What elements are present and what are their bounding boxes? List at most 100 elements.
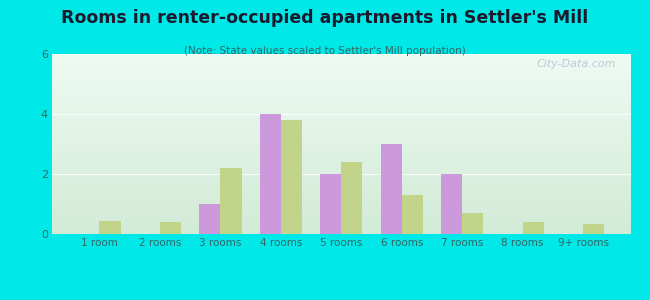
Bar [52,67,630,68]
Bar [52,146,630,147]
Bar [52,95,630,96]
Bar [52,133,630,134]
Bar [220,168,242,234]
Bar [52,167,630,168]
Bar [52,233,630,234]
Bar [52,219,630,220]
Bar [52,117,630,118]
Bar [402,195,423,234]
Bar [52,141,630,142]
Bar [52,212,630,213]
Bar [52,122,630,123]
Bar [52,140,630,141]
Bar [52,139,630,140]
Text: (Note: State values scaled to Settler's Mill population): (Note: State values scaled to Settler's … [184,46,466,56]
Bar [52,77,630,78]
Bar [52,58,630,59]
Bar [52,205,630,206]
Bar [52,210,630,211]
Bar [52,165,630,166]
Bar [52,134,630,135]
Bar [320,174,341,234]
Bar [52,104,630,105]
Bar [52,120,630,121]
Bar [52,196,630,197]
Bar [52,143,630,144]
Bar [52,89,630,90]
Text: Rooms in renter-occupied apartments in Settler's Mill: Rooms in renter-occupied apartments in S… [61,9,589,27]
Bar [52,150,630,151]
Bar [52,56,630,57]
Bar [52,107,630,108]
Bar [52,124,630,125]
Bar [52,162,630,163]
Bar [52,57,630,58]
Bar [52,187,630,188]
Bar [52,55,630,56]
Bar [52,225,630,226]
Bar [52,75,630,76]
Bar [52,109,630,110]
Bar [52,64,630,65]
Bar [52,155,630,156]
Bar [52,129,630,130]
Bar [52,128,630,129]
Bar [52,203,630,204]
Bar [52,87,630,88]
Bar [52,97,630,98]
Bar [52,70,630,71]
Bar [52,182,630,183]
Bar [281,120,302,234]
Bar [52,121,630,122]
Bar [52,116,630,117]
Bar [52,157,630,158]
Bar [52,202,630,203]
Bar [52,136,630,137]
Bar [52,176,630,177]
Bar [52,154,630,155]
Bar [52,175,630,176]
Bar [52,111,630,112]
Bar [52,63,630,64]
Bar [52,85,630,86]
Bar [52,72,630,73]
Bar [52,152,630,153]
Bar [52,142,630,143]
Bar [52,119,630,120]
Bar [52,160,630,161]
Bar [52,191,630,192]
Bar [52,158,630,159]
Bar [52,145,630,146]
Bar [52,90,630,91]
Bar [52,86,630,87]
Bar [52,209,630,210]
Bar [52,220,630,221]
Bar [52,195,630,196]
Bar [52,223,630,224]
Bar [52,170,630,171]
Bar [583,224,605,234]
Bar [52,199,630,200]
Bar [52,80,630,81]
Bar [52,218,630,219]
Bar [52,186,630,187]
Bar [52,198,630,199]
Bar [52,105,630,106]
Bar [52,130,630,131]
Bar [52,138,630,139]
Bar [52,82,630,83]
Bar [523,222,544,234]
Legend: Settler's Mill, Williamsburg: Settler's Mill, Williamsburg [207,298,476,300]
Bar [52,213,630,214]
Bar [52,173,630,174]
Bar [52,125,630,126]
Bar [52,110,630,111]
Bar [52,177,630,178]
Bar [52,193,630,194]
Bar [52,91,630,92]
Bar [52,112,630,113]
Bar [52,230,630,231]
Bar [52,153,630,154]
Bar [52,131,630,132]
Bar [52,62,630,63]
